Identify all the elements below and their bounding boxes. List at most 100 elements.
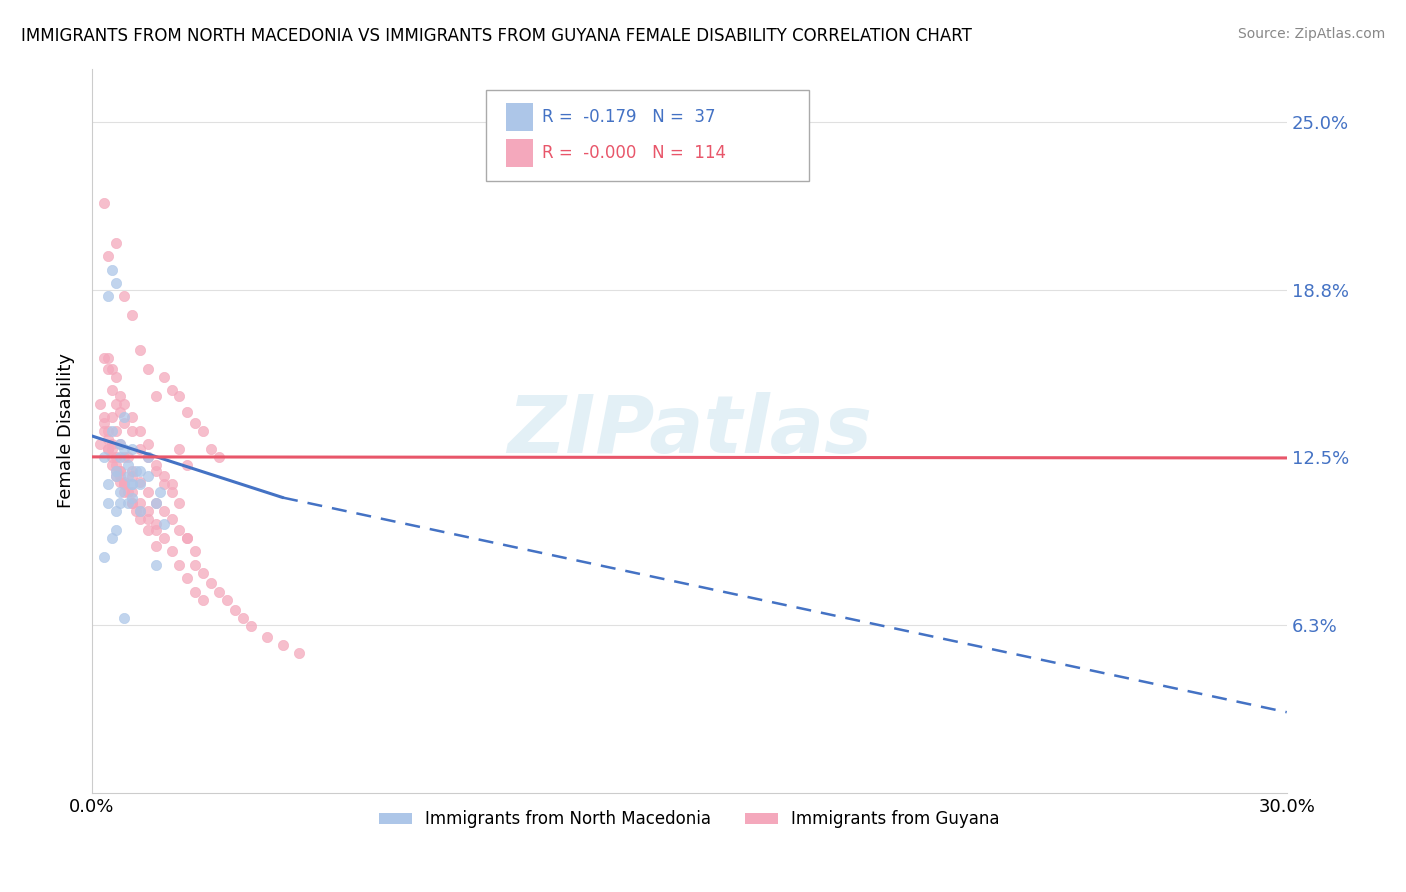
Point	[121, 477, 143, 491]
Point	[128, 475, 150, 489]
Point	[136, 523, 159, 537]
Point	[112, 611, 135, 625]
Point	[145, 517, 167, 532]
Point	[145, 539, 167, 553]
Point	[100, 262, 122, 277]
Point	[124, 464, 146, 478]
Point	[184, 584, 207, 599]
Point	[136, 450, 159, 465]
Point	[93, 450, 115, 465]
Point	[136, 512, 159, 526]
Point	[108, 389, 131, 403]
Point	[176, 405, 198, 419]
Point	[128, 477, 150, 491]
Text: R =  -0.000   N =  114: R = -0.000 N = 114	[543, 145, 727, 162]
Point	[112, 485, 135, 500]
Point	[117, 469, 139, 483]
Point	[104, 397, 127, 411]
Bar	[506, 103, 533, 131]
Point	[145, 458, 167, 473]
Point	[145, 523, 167, 537]
Point	[100, 410, 122, 425]
Point	[121, 496, 143, 510]
Point	[169, 389, 191, 403]
Point	[128, 442, 150, 457]
Point	[152, 504, 174, 518]
Point	[112, 289, 135, 303]
Point	[128, 512, 150, 526]
Text: Source: ZipAtlas.com: Source: ZipAtlas.com	[1237, 27, 1385, 41]
Point	[121, 424, 143, 438]
Point	[104, 370, 127, 384]
Point	[93, 195, 115, 210]
Point	[108, 405, 131, 419]
Point	[108, 464, 131, 478]
Point	[121, 477, 143, 491]
Point	[100, 384, 122, 398]
Point	[121, 469, 143, 483]
Point	[93, 424, 115, 438]
Point	[89, 397, 111, 411]
Point	[184, 544, 207, 558]
Point	[136, 362, 159, 376]
Point	[112, 416, 135, 430]
Point	[97, 496, 120, 510]
Point	[104, 450, 127, 465]
Point	[121, 491, 143, 505]
Point	[100, 458, 122, 473]
Point	[97, 477, 120, 491]
Point	[176, 531, 198, 545]
Point	[97, 249, 120, 263]
Point	[128, 496, 150, 510]
Point	[117, 458, 139, 473]
Point	[256, 630, 278, 644]
Point	[108, 496, 131, 510]
Point	[271, 638, 294, 652]
Point	[152, 477, 174, 491]
Point	[112, 442, 135, 457]
Point	[100, 450, 122, 465]
Point	[112, 410, 135, 425]
Point	[100, 442, 122, 457]
Point	[145, 389, 167, 403]
Point	[145, 496, 167, 510]
Point	[108, 437, 131, 451]
Point	[208, 584, 231, 599]
Point	[152, 370, 174, 384]
Point	[176, 458, 198, 473]
Point	[224, 603, 246, 617]
Point	[145, 496, 167, 510]
FancyBboxPatch shape	[486, 90, 808, 181]
Point	[169, 442, 191, 457]
Bar	[506, 139, 533, 167]
Point	[200, 442, 222, 457]
Point	[121, 496, 143, 510]
Point	[104, 464, 127, 478]
Point	[121, 410, 143, 425]
Point	[97, 289, 120, 303]
Y-axis label: Female Disability: Female Disability	[58, 353, 75, 508]
Point	[200, 576, 222, 591]
Point	[176, 571, 198, 585]
Point	[104, 469, 127, 483]
Point	[93, 416, 115, 430]
Point	[104, 424, 127, 438]
Point	[112, 477, 135, 491]
Point	[100, 437, 122, 451]
Point	[128, 504, 150, 518]
Point	[160, 544, 183, 558]
Point	[112, 450, 135, 465]
Point	[169, 558, 191, 572]
Point	[136, 485, 159, 500]
Point	[117, 450, 139, 465]
Point	[112, 475, 135, 489]
Point	[121, 442, 143, 457]
Point	[128, 504, 150, 518]
Point	[152, 531, 174, 545]
Point	[104, 458, 127, 473]
Legend: Immigrants from North Macedonia, Immigrants from Guyana: Immigrants from North Macedonia, Immigra…	[373, 804, 1007, 835]
Point	[112, 477, 135, 491]
Point	[176, 531, 198, 545]
Point	[121, 308, 143, 322]
Text: IMMIGRANTS FROM NORTH MACEDONIA VS IMMIGRANTS FROM GUYANA FEMALE DISABILITY CORR: IMMIGRANTS FROM NORTH MACEDONIA VS IMMIG…	[21, 27, 972, 45]
